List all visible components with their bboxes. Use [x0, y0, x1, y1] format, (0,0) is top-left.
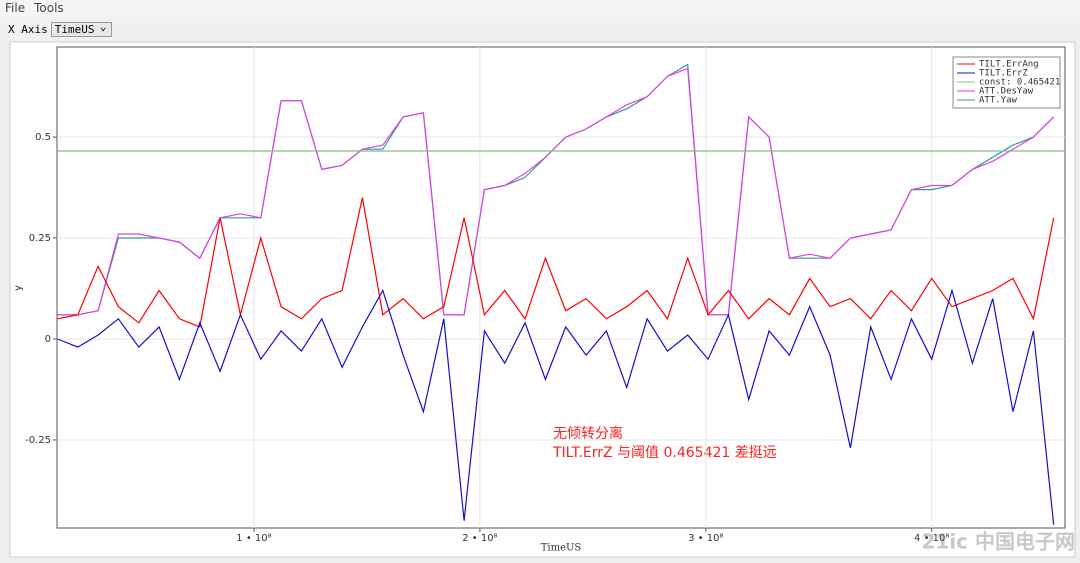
watermark: 21ic 中国电子网: [921, 530, 1075, 554]
legend-label: ATT.DesYaw: [979, 87, 1034, 97]
y-tick-label: 0: [45, 334, 51, 345]
menu-item[interactable]: Tools: [34, 1, 64, 15]
legend-label: TILT.ErrAng: [979, 60, 1039, 70]
x-tick-label: 1 • 10⁸: [236, 533, 271, 544]
annotation: 无倾转分离: [553, 425, 623, 442]
y-tick-label: -0.25: [25, 435, 51, 446]
x-tick-label: 3 • 10⁸: [688, 533, 723, 544]
x-tick-label: 2 • 10⁸: [462, 533, 497, 544]
series-line: [57, 288, 1055, 525]
legend-label: TILT.ErrZ: [979, 69, 1028, 79]
y-axis-label: y: [13, 285, 24, 291]
y-tick-label: 0.25: [29, 233, 51, 244]
menu-item[interactable]: File: [5, 1, 26, 15]
legend-label: const: 0.465421: [979, 78, 1060, 88]
x-axis-select[interactable]: TimeUS: [50, 20, 112, 37]
series-line: [57, 197, 1055, 328]
axes-box: [56, 46, 1066, 529]
x-tick-label: 4 • 10⁸: [914, 533, 949, 544]
y-tick-label: 0.5: [35, 132, 51, 143]
x-axis-label: TimeUS: [541, 543, 582, 554]
plot-frame: [9, 41, 1076, 558]
toolbar-label: X Axis: [8, 23, 48, 36]
menu-bar: File Tools: [0, 0, 1080, 17]
toolbar: X Axis TimeUS: [8, 20, 112, 37]
legend-label: ATT.Yaw: [979, 96, 1018, 106]
series-line: [57, 67, 1055, 316]
annotation: TILT.ErrZ 与阈值 0.465421 差挺远: [552, 445, 777, 461]
